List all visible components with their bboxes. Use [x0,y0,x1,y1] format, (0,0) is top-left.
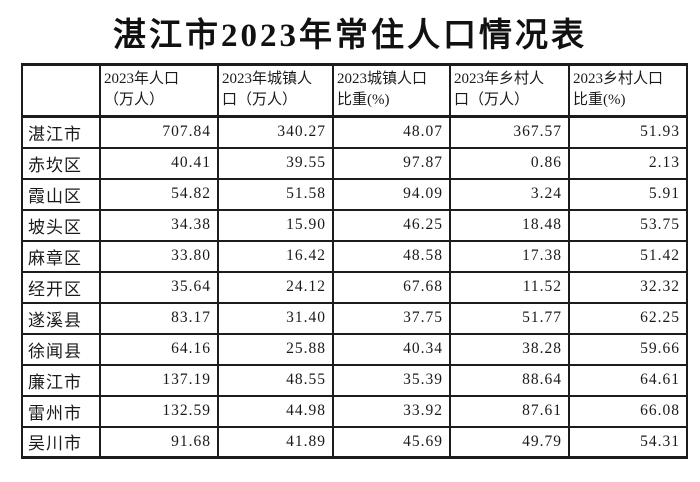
value-cell: 51.93 [568,115,688,149]
value-cell: 367.57 [449,115,570,149]
value-cell: 41.89 [217,425,334,459]
table-header: 2023年人口 （万人） 2023年城镇人 口（万人） 2023城镇人口 比重(… [21,63,688,118]
value-cell: 31.40 [217,301,334,335]
row-label-cell: 徐闻县 [21,332,101,366]
value-cell: 33.80 [99,239,219,273]
value-cell: 51.77 [449,301,570,335]
table-row: 雷州市 132.59 44.98 33.92 87.61 66.08 [21,394,688,428]
row-label-cell: 霞山区 [21,177,101,211]
header-row: 2023年人口 （万人） 2023年城镇人 口（万人） 2023城镇人口 比重(… [21,63,688,118]
value-cell: 17.38 [449,239,570,273]
value-cell: 18.48 [449,208,570,242]
value-cell: 53.75 [568,208,688,242]
value-cell: 132.59 [99,394,219,428]
table-body: 湛江市 707.84 340.27 48.07 367.57 51.93 赤坎区 40.41 3… [21,115,688,459]
value-cell: 48.07 [332,115,451,149]
population-table: 2023年人口 （万人） 2023年城镇人 口（万人） 2023城镇人口 比重(… [21,63,688,459]
value-cell: 44.98 [217,394,334,428]
row-label-cell: 廉江市 [21,363,101,397]
value-cell: 24.12 [217,270,334,304]
value-cell: 94.09 [332,177,451,211]
value-cell: 35.39 [332,363,451,397]
value-cell: 54.31 [568,425,688,459]
page-title: 湛江市2023年常住人口情况表 [113,18,587,54]
value-cell: 64.61 [568,363,688,397]
value-cell: 40.41 [99,146,219,180]
value-cell: 34.38 [99,208,219,242]
value-cell: 59.66 [568,332,688,366]
value-cell: 54.82 [99,177,219,211]
value-cell: 39.55 [217,146,334,180]
header-cell-rural-share: 2023乡村人口 比重(%) [568,63,688,118]
header-cell-population: 2023年人口 （万人） [99,63,219,118]
table-row: 麻章区 33.80 16.42 48.58 17.38 51.42 [21,239,688,273]
value-cell: 11.52 [449,270,570,304]
value-cell: 97.87 [332,146,451,180]
row-label-cell: 遂溪县 [21,301,101,335]
value-cell: 51.58 [217,177,334,211]
table-row: 坡头区 34.38 15.90 46.25 18.48 53.75 [21,208,688,242]
table-row: 湛江市 707.84 340.27 48.07 367.57 51.93 [21,115,688,149]
value-cell: 83.17 [99,301,219,335]
value-cell: 15.90 [217,208,334,242]
value-cell: 48.55 [217,363,334,397]
value-cell: 5.91 [568,177,688,211]
value-cell: 40.34 [332,332,451,366]
value-cell: 88.64 [449,363,570,397]
table-row: 经开区 35.64 24.12 67.68 11.52 32.32 [21,270,688,304]
table-row: 吴川市 91.68 41.89 45.69 49.79 54.31 [21,425,688,459]
value-cell: 25.88 [217,332,334,366]
value-cell: 45.69 [332,425,451,459]
row-label-cell: 麻章区 [21,239,101,273]
header-cell-blank [21,63,101,118]
value-cell: 32.32 [568,270,688,304]
value-cell: 46.25 [332,208,451,242]
table-row: 遂溪县 83.17 31.40 37.75 51.77 62.25 [21,301,688,335]
header-cell-urban-pop: 2023年城镇人 口（万人） [217,63,334,118]
row-label-cell: 吴川市 [21,425,101,459]
value-cell: 67.68 [332,270,451,304]
value-cell: 340.27 [217,115,334,149]
value-cell: 48.58 [332,239,451,273]
header-cell-rural-pop: 2023年乡村人 口（万人） [449,63,570,118]
value-cell: 64.16 [99,332,219,366]
row-label-cell: 雷州市 [21,394,101,428]
value-cell: 62.25 [568,301,688,335]
table-row: 霞山区 54.82 51.58 94.09 3.24 5.91 [21,177,688,211]
table-row: 赤坎区 40.41 39.55 97.87 0.86 2.13 [21,146,688,180]
value-cell: 35.64 [99,270,219,304]
value-cell: 2.13 [568,146,688,180]
row-label-cell: 赤坎区 [21,146,101,180]
value-cell: 51.42 [568,239,688,273]
value-cell: 49.79 [449,425,570,459]
value-cell: 0.86 [449,146,570,180]
value-cell: 66.08 [568,394,688,428]
value-cell: 137.19 [99,363,219,397]
value-cell: 3.24 [449,177,570,211]
table-row: 徐闻县 64.16 25.88 40.34 38.28 59.66 [21,332,688,366]
table-row: 廉江市 137.19 48.55 35.39 88.64 64.61 [21,363,688,397]
value-cell: 16.42 [217,239,334,273]
value-cell: 33.92 [332,394,451,428]
row-label-cell: 湛江市 [21,115,101,149]
value-cell: 707.84 [99,115,219,149]
row-label-cell: 经开区 [21,270,101,304]
row-label-cell: 坡头区 [21,208,101,242]
value-cell: 91.68 [99,425,219,459]
value-cell: 38.28 [449,332,570,366]
value-cell: 37.75 [332,301,451,335]
value-cell: 87.61 [449,394,570,428]
header-cell-urban-share: 2023城镇人口 比重(%) [332,63,451,118]
